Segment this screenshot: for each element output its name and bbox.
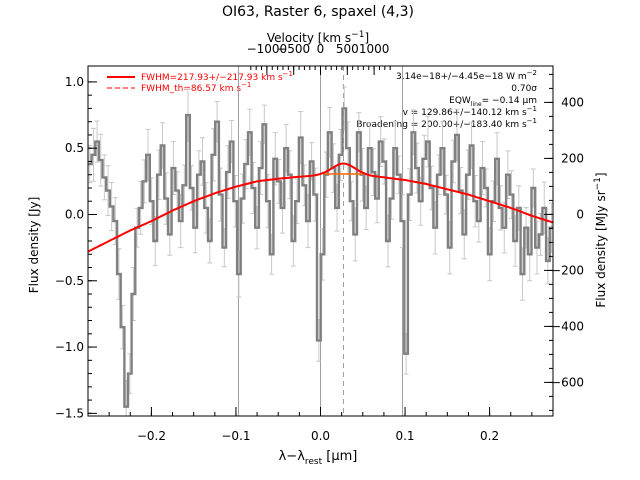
- x-tick-label: 0.1: [395, 429, 414, 443]
- top-tick-label: −1000: [247, 42, 288, 56]
- top-axis-label: Velocity [km s−1]: [267, 30, 369, 45]
- y-axis-label-right: Flux density [MJy sr−1]: [593, 172, 608, 307]
- right-tick-label: 200: [561, 151, 584, 165]
- y-tick-label: 0.0: [65, 207, 84, 221]
- right-tick-label: 0: [576, 207, 584, 221]
- top-tick-label: 0: [317, 42, 325, 56]
- spectrum-group: [88, 86, 553, 416]
- fit-annotations: 3.14e−18+/−4.45e−18 W m−2 0.70σ EQWline=…: [356, 69, 537, 130]
- top-tick-label: −500: [277, 42, 310, 56]
- y-tick-label: −0.5: [55, 274, 84, 288]
- fit-line: [88, 162, 553, 253]
- right-tick-label: 400: [561, 95, 584, 109]
- y-tick-label: −1.5: [55, 406, 84, 420]
- top-tick-label: 500: [336, 42, 359, 56]
- x-tick-label: 0.2: [480, 429, 499, 443]
- y-axis-label-left: Flux density [Jy]: [27, 197, 41, 294]
- x-tick-label: −0.1: [221, 429, 250, 443]
- y-tick-label: 0.5: [65, 141, 84, 155]
- right-tick-label: −400: [551, 319, 584, 333]
- y-tick-label: −1.0: [55, 340, 84, 354]
- right-tick-label: −600: [551, 375, 584, 389]
- legend-label-fwhm-th: FWHM_th=86.57 km s−1: [141, 81, 251, 94]
- legend-label-fwhm: FWHM=217.93+/−217.93 km s−1: [141, 70, 293, 83]
- annotation-significance: 0.70σ: [511, 84, 537, 94]
- annotation-flux: 3.14e−18+/−4.45e−18 W m−2: [396, 69, 537, 82]
- spectrum-line: [88, 107, 553, 408]
- top-tick-label: 1000: [359, 42, 390, 56]
- annotation-eqw: EQWline= −0.14 μm: [449, 96, 537, 108]
- x-tick-label: 0.0: [311, 429, 330, 443]
- annotation-velocity: v = 129.86+/−140.12 km s−1: [403, 105, 537, 118]
- annotation-broadening: Broadening = 200.00+/−183.40 km s−1: [356, 117, 537, 130]
- chart-title: OI63, Raster 6, spaxel (4,3): [222, 4, 414, 20]
- right-tick-label: −200: [551, 263, 584, 277]
- legend: FWHM=217.93+/−217.93 km s−1 FWHM_th=86.5…: [107, 70, 293, 94]
- plot-area: −0.2 −0.1 0.0 0.1 0.2 −1000−500 0 500 1000 −1.5 −1…: [55, 42, 584, 443]
- y-tick-label: 1.0: [65, 75, 84, 89]
- x-axis-label: λ−λrest [μm]: [279, 449, 358, 467]
- x-tick-label: −0.2: [137, 429, 166, 443]
